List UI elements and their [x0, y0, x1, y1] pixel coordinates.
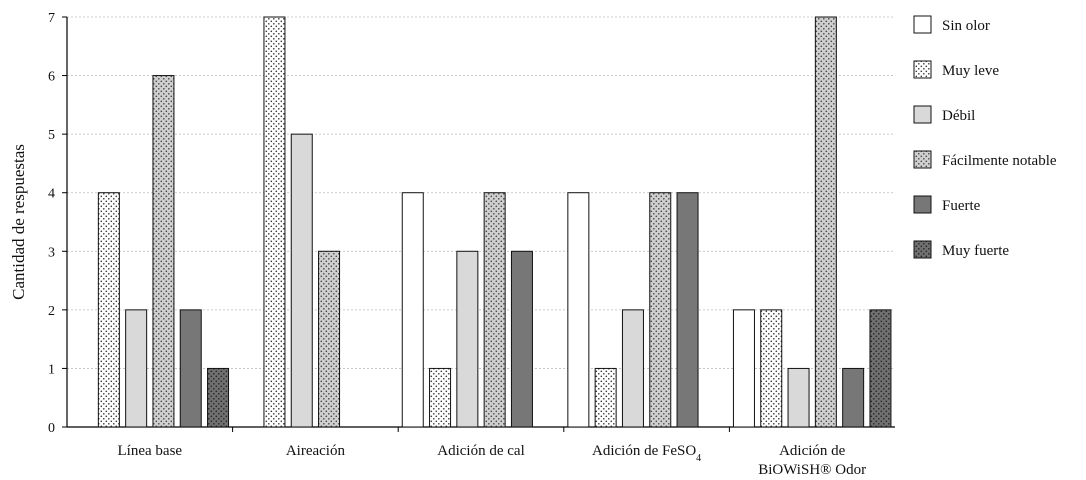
y-tick-label: 3 [48, 245, 55, 260]
bars [97, 16, 892, 428]
y-tick-label: 1 [48, 362, 55, 377]
bar-d-bil [621, 309, 644, 428]
bar-muy-leve [263, 16, 286, 428]
legend-label: Fuerte [942, 198, 981, 214]
x-tick-labels: Línea base Aireación Adición de cal Adición… [118, 443, 867, 478]
x-category-label: BiOWiSH® Odor [758, 462, 866, 478]
gridlines [67, 16, 895, 369]
legend-label: Muy leve [942, 63, 999, 79]
y-axis-title: Cantidad de respuestas [9, 144, 28, 300]
bar-muy-fuerte [869, 309, 892, 428]
x-category-label: Adición de [779, 443, 846, 459]
bar-f-cilmente-notable [649, 192, 672, 428]
bar-sin-olor [567, 192, 590, 428]
x-category-label: Línea base [118, 443, 183, 459]
bar-fuerte [510, 250, 533, 428]
y-tick-label: 0 [48, 421, 55, 436]
legend-swatch [913, 15, 932, 34]
y-tick-label: 2 [48, 304, 55, 319]
bar-sin-olor [401, 192, 424, 428]
x-category-label: Adición de FeSO4 [592, 443, 701, 464]
bar-d-bil [787, 367, 810, 428]
bar-fuerte [676, 192, 699, 428]
axes: 0 1 2 3 4 5 6 7 [48, 11, 895, 436]
bar-sin-olor [732, 309, 755, 428]
y-tick-label: 4 [48, 187, 55, 202]
bar-d-bil [290, 133, 313, 428]
bar-f-cilmente-notable [152, 75, 175, 428]
legend-swatch [913, 60, 932, 79]
legend-swatch [913, 240, 932, 259]
legend-swatch [913, 150, 932, 169]
y-tick-label: 7 [48, 11, 55, 26]
legend-swatch [913, 105, 932, 124]
legend-label: Sin olor [942, 18, 990, 34]
bar-d-bil [125, 309, 148, 428]
x-category-label: Adición de cal [437, 443, 524, 459]
bar-muy-leve [594, 367, 617, 428]
y-tick-label: 6 [48, 70, 55, 85]
bar-muy-leve [97, 192, 120, 428]
bar-muy-fuerte [207, 367, 230, 428]
bar-d-bil [456, 250, 479, 428]
legend-label: Muy fuerte [942, 243, 1009, 259]
legend: Sin olor Muy leve Débil Fácilmente notable F… [913, 15, 1057, 259]
bar-fuerte [842, 367, 865, 428]
bar-muy-leve [760, 309, 783, 428]
x-category-label: Aireación [286, 443, 346, 459]
bar-f-cilmente-notable [814, 16, 837, 428]
y-tick-label: 5 [48, 128, 55, 143]
bar-fuerte [179, 309, 202, 428]
bar-muy-leve [429, 367, 452, 428]
legend-label: Débil [942, 108, 975, 124]
bar-f-cilmente-notable [318, 250, 341, 428]
bar-f-cilmente-notable [483, 192, 506, 428]
legend-label: Fácilmente notable [942, 153, 1057, 169]
legend-swatch [913, 195, 932, 214]
